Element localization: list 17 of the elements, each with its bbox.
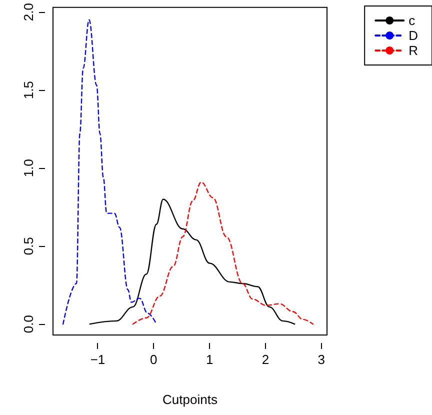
x-tick-label: 0: [150, 352, 158, 367]
x-tick-label: −1: [90, 352, 106, 367]
legend-label: c: [408, 13, 416, 28]
legend-label: R: [408, 43, 418, 58]
y-tick-label: 0.0: [21, 315, 36, 334]
y-tick-label: 1.0: [21, 159, 36, 178]
y-tick-label: 0.5: [21, 237, 36, 256]
x-axis-title: Cutpoints: [162, 392, 218, 407]
line-series: [132, 182, 314, 325]
line-series: [89, 198, 296, 325]
x-tick-label: 2: [262, 352, 270, 367]
x-tick-label: 3: [318, 352, 326, 367]
line-series: [62, 19, 158, 325]
y-tick-label: 1.5: [21, 81, 36, 100]
x-tick-label: 1: [206, 352, 214, 367]
y-tick-label: 2.0: [21, 2, 36, 22]
legend-label: D: [408, 28, 418, 43]
